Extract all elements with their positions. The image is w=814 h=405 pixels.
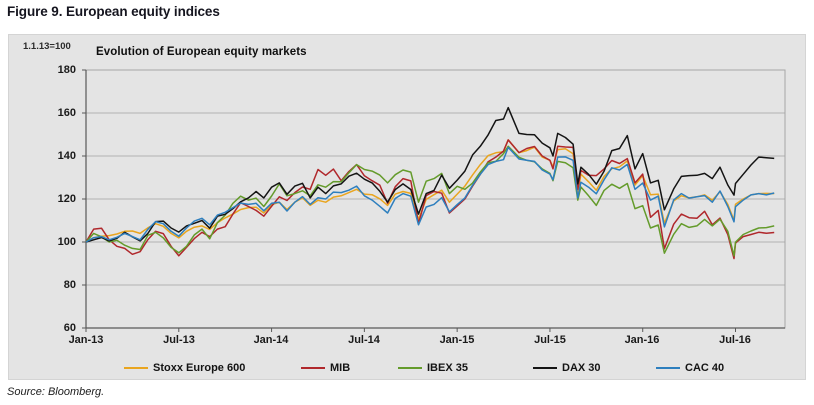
legend-item: CAC 40 [656, 361, 724, 375]
legend-label: IBEX 35 [427, 362, 468, 374]
legend-line-swatch [301, 367, 325, 369]
y-tick-label: 140 [57, 150, 76, 162]
index-base-note: 1.1.13=100 [23, 41, 71, 52]
chart-title: Evolution of European equity markets [96, 46, 307, 58]
legend-line-swatch [656, 367, 680, 369]
y-tick-label: 180 [57, 64, 76, 76]
x-tick-label: Jan-16 [624, 334, 660, 346]
y-tick-label: 120 [57, 193, 76, 205]
legend-label: DAX 30 [562, 362, 601, 374]
x-tick-label: Jul-14 [348, 334, 380, 346]
x-tick-label: Jul-15 [534, 334, 566, 346]
y-tick-label: 100 [57, 236, 76, 248]
x-tick-label: Jan-14 [253, 334, 289, 346]
legend-label: CAC 40 [685, 362, 725, 374]
y-tick-label: 80 [63, 279, 76, 291]
legend-label: MIB [330, 362, 351, 374]
x-tick-label: Jul-13 [163, 334, 195, 346]
legend-line-swatch [124, 367, 148, 369]
legend-line-swatch [398, 367, 422, 369]
legend-item: DAX 30 [533, 361, 601, 375]
legend-item: IBEX 35 [398, 361, 468, 375]
legend-label: Stoxx Europe 600 [153, 362, 246, 374]
legend-line-swatch [533, 367, 557, 369]
legend-item: MIB [301, 361, 350, 375]
chart-panel: 1.1.13=100 Evolution of European equity … [8, 34, 806, 380]
x-tick-label: Jul-16 [719, 334, 751, 346]
x-tick-label: Jan-13 [68, 334, 104, 346]
y-tick-label: 60 [63, 322, 76, 334]
figure-title: Figure 9. European equity indices [7, 4, 220, 19]
x-tick-label: Jan-15 [439, 334, 475, 346]
y-tick-label: 160 [57, 107, 76, 119]
legend-item: Stoxx Europe 600 [124, 361, 245, 375]
plot-area [82, 69, 786, 332]
source-note: Source: Bloomberg. [7, 386, 105, 398]
